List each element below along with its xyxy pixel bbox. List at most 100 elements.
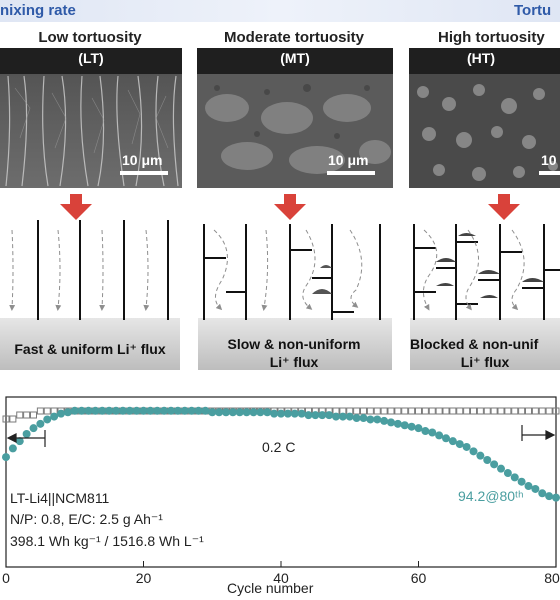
capacity-point [43, 415, 52, 424]
capacity-point [290, 409, 299, 418]
x-tick-label: 40 [273, 570, 289, 586]
efficiency-point [415, 407, 422, 415]
capacity-point [2, 453, 10, 462]
capacity-point [50, 412, 59, 421]
scale-bar-mt [327, 171, 375, 175]
scale-bar-lt [120, 171, 168, 175]
efficiency-point [504, 407, 512, 415]
capacity-point [228, 408, 237, 417]
capacity-point [256, 408, 265, 417]
efficiency-point [552, 407, 560, 415]
capacity-point [387, 418, 395, 427]
capacity-point [448, 437, 457, 446]
panel-lt-title: Low tortuosity [38, 29, 142, 46]
efficiency-point [531, 407, 539, 415]
capacity-point [22, 429, 31, 438]
capacity-point [139, 406, 148, 415]
capacity-point [325, 411, 334, 420]
capacity-point [421, 427, 430, 436]
capacity-point [105, 406, 114, 415]
capacity-point [91, 406, 100, 415]
capacity-point [180, 406, 189, 415]
capacity-point [380, 416, 389, 425]
panel-mt-title: Moderate tortuosity [223, 29, 364, 46]
header-strip: nixing rate Tortu [0, 0, 560, 22]
x-axis-ticks: 0 20 40 60 80 [2, 561, 560, 586]
efficiency-point [401, 407, 409, 415]
ratio-label: N/P: 0.8, E/C: 2.5 g Ah⁻¹ [10, 511, 163, 527]
sem-image-mt: (MT) 10 μm [197, 48, 393, 188]
capacity-point [414, 424, 423, 433]
capacity-point [497, 464, 505, 473]
capacity-point [29, 424, 38, 433]
capacity-point [249, 408, 258, 417]
capacity-point [201, 406, 210, 415]
efficiency-point [435, 407, 443, 415]
efficiency-point [470, 407, 477, 415]
scale-label-lt: 10 μm [122, 152, 163, 168]
efficiency-point [476, 407, 484, 415]
flux-label-lt: Fast & uniform Li⁺ flux [14, 341, 166, 357]
x-tick-label: 0 [2, 570, 10, 586]
efficiency-point [380, 407, 388, 415]
capacity-point [503, 469, 512, 478]
efficiency-point [483, 407, 491, 415]
capacity-point [304, 411, 313, 420]
capacity-point [359, 414, 368, 423]
capacity-point [373, 415, 382, 424]
capacity-point [222, 408, 230, 417]
capacity-point [510, 473, 519, 482]
x-tick-label: 60 [411, 570, 427, 586]
capacity-point [263, 408, 272, 417]
capacity-point [112, 406, 120, 415]
flux-label-ht: Blocked & non-unif [410, 336, 539, 352]
efficiency-point [16, 411, 24, 419]
efficiency-point [518, 407, 526, 415]
capacity-point [393, 419, 402, 428]
efficiency-point [366, 407, 374, 415]
retention-label: 94.2@80ᵗʰ [458, 488, 524, 504]
efficiency-point [353, 407, 361, 415]
efficiency-point [408, 407, 416, 415]
capacity-point [366, 415, 375, 424]
capacity-point [545, 492, 554, 501]
efficiency-point [394, 407, 402, 415]
efficiency-point [525, 407, 532, 415]
capacity-point [428, 428, 437, 437]
x-tick-label: 80 [544, 570, 560, 586]
efficiency-point [2, 415, 10, 423]
efficiency-point [36, 407, 44, 415]
rate-bracket-left [6, 430, 46, 447]
energy-label: 398.1 Wh kg⁻¹ / 1516.8 Wh L⁻¹ [10, 533, 204, 549]
capacity-point [277, 409, 285, 418]
panel-ht-abbr: (HT) [467, 50, 495, 66]
x-axis-title: Cycle number [227, 580, 314, 596]
capacity-point [483, 456, 492, 464]
scale-bar-ht [539, 171, 560, 175]
capacity-point [442, 434, 450, 443]
red-arrow-icons [60, 194, 520, 220]
capacity-point [311, 411, 320, 420]
capacity-point [8, 444, 17, 453]
efficiency-point [43, 407, 51, 415]
capacity-point [173, 406, 182, 415]
panel-lt-abbr: (LT) [78, 50, 104, 66]
efficiency-point [387, 407, 395, 415]
capacity-point [283, 409, 292, 418]
efficiency-point [9, 415, 17, 423]
efficiency-point [442, 407, 450, 415]
scale-label-mt: 10 μm [328, 152, 369, 168]
header-right-text: Tortu [514, 2, 552, 19]
capacity-point [98, 406, 107, 415]
flux-label-mt: Slow & non-uniform [227, 336, 361, 352]
sem-image-ht: (HT) 10 [409, 48, 560, 188]
efficiency-point [360, 407, 367, 415]
capacity-point [132, 406, 141, 415]
efficiency-point [456, 407, 464, 415]
efficiency-point [449, 407, 457, 415]
x-tick-label: 20 [136, 570, 152, 586]
efficiency-point [545, 407, 553, 415]
sem-image-lt: (LT) 10 μm [0, 48, 182, 188]
capacity-point [469, 447, 478, 456]
capacity-series [2, 406, 560, 502]
